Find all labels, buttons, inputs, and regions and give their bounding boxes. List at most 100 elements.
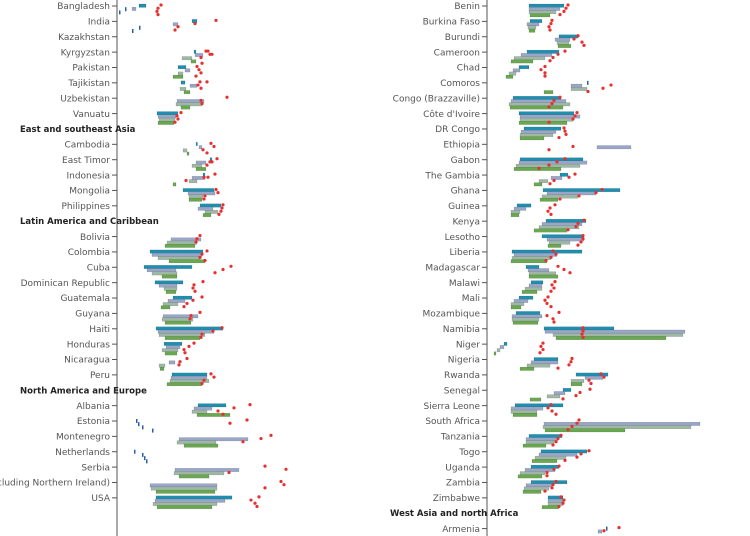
data-dot bbox=[581, 237, 585, 241]
country-label: Philippines bbox=[62, 202, 111, 212]
data-dot bbox=[545, 470, 549, 475]
bar-series-3 bbox=[547, 502, 564, 506]
bar-series-3 bbox=[204, 210, 219, 214]
bar-series-1 bbox=[542, 188, 621, 193]
data-dot bbox=[263, 486, 267, 490]
data-dot bbox=[573, 114, 577, 118]
data-dot bbox=[563, 458, 567, 462]
data-dot bbox=[550, 409, 554, 413]
data-dot bbox=[558, 13, 562, 17]
data-dot bbox=[199, 335, 203, 339]
data-dot bbox=[601, 86, 605, 90]
data-dot bbox=[571, 144, 575, 149]
bar-series-4 bbox=[510, 259, 548, 264]
bar-series-4 bbox=[510, 305, 522, 310]
bar-series-2 bbox=[167, 299, 186, 303]
region-header: West Asia and north Africa bbox=[390, 509, 519, 519]
bar-series-4 bbox=[165, 290, 177, 294]
data-dot bbox=[566, 3, 570, 7]
marker-tick bbox=[136, 418, 138, 423]
bar-series-2 bbox=[165, 345, 181, 349]
bar-series-2 bbox=[544, 329, 686, 334]
data-dot bbox=[199, 71, 203, 75]
data-dot bbox=[558, 95, 562, 99]
bar-series-3 bbox=[508, 71, 517, 76]
bar-series-1 bbox=[558, 34, 579, 39]
data-dot bbox=[183, 351, 187, 355]
bar-series-2 bbox=[530, 360, 559, 365]
bar-series-2 bbox=[154, 498, 226, 503]
bar-series-2 bbox=[546, 191, 597, 196]
bar-series-2 bbox=[519, 114, 581, 119]
data-dot bbox=[549, 305, 553, 309]
data-dot bbox=[203, 194, 207, 198]
bar-series-4 bbox=[168, 259, 206, 264]
data-dot bbox=[543, 71, 547, 75]
bar-series-1 bbox=[182, 188, 215, 193]
bar-series-2 bbox=[525, 483, 553, 488]
country-label: East Timor bbox=[62, 156, 110, 166]
bar-series-4 bbox=[539, 197, 559, 202]
country-label: Côte d'Ivoire bbox=[423, 109, 480, 120]
data-dot bbox=[566, 427, 570, 432]
data-dot bbox=[549, 289, 553, 293]
data-dot bbox=[578, 390, 582, 395]
data-dot bbox=[191, 298, 195, 302]
bar-series-4 bbox=[529, 13, 551, 18]
bar-series-1 bbox=[533, 357, 559, 362]
country-label: Dominican Republic bbox=[21, 279, 110, 289]
country-label: Peru bbox=[90, 371, 110, 381]
marker-tick bbox=[132, 28, 134, 33]
bar-series-2 bbox=[525, 437, 559, 442]
data-dot bbox=[205, 80, 209, 84]
data-dot bbox=[582, 218, 586, 222]
data-dot bbox=[545, 301, 549, 306]
bar-series-4 bbox=[155, 489, 216, 494]
bar-series-2 bbox=[178, 437, 249, 442]
data-dot bbox=[545, 314, 549, 318]
data-dot bbox=[563, 129, 567, 133]
bar-series-1 bbox=[154, 280, 184, 285]
bar-series-2 bbox=[162, 314, 199, 319]
country-label: Mozambique bbox=[423, 310, 481, 320]
marker-tick bbox=[139, 25, 141, 30]
bar-series-1 bbox=[562, 388, 572, 392]
data-dot bbox=[572, 37, 576, 41]
data-dot bbox=[576, 243, 580, 247]
bar-series-4 bbox=[172, 182, 177, 187]
data-dot bbox=[594, 191, 598, 195]
bar-series-4 bbox=[166, 382, 203, 387]
data-dot bbox=[195, 64, 199, 69]
data-dot bbox=[556, 52, 560, 56]
bar-series-1 bbox=[171, 372, 208, 377]
bar-series-3 bbox=[191, 163, 203, 168]
data-dot bbox=[547, 105, 551, 109]
country-label: Cameroon bbox=[434, 48, 480, 58]
bar-series-4 bbox=[509, 105, 564, 110]
bar-series-2 bbox=[528, 6, 561, 11]
data-dot bbox=[549, 21, 553, 26]
data-dot bbox=[539, 68, 543, 72]
data-dot bbox=[263, 464, 267, 468]
country-label: Bolivia bbox=[80, 233, 110, 243]
data-dot bbox=[549, 255, 553, 259]
data-dot bbox=[581, 335, 585, 339]
country-label: Sierra Leone bbox=[423, 402, 480, 412]
data-dot bbox=[599, 372, 603, 376]
data-dot bbox=[214, 187, 218, 192]
bar-series-1 bbox=[155, 495, 233, 500]
data-dot bbox=[556, 436, 560, 441]
bar-series-4 bbox=[180, 105, 191, 110]
bar-series-3 bbox=[150, 486, 218, 491]
data-dot bbox=[259, 436, 263, 441]
bar-series-1 bbox=[516, 203, 532, 208]
country-label: Guyana bbox=[75, 310, 110, 320]
data-dot bbox=[206, 49, 210, 53]
data-dot bbox=[155, 9, 159, 13]
bar-series-3 bbox=[511, 317, 540, 322]
data-dot bbox=[220, 206, 224, 210]
bar-series-1 bbox=[529, 19, 543, 23]
bar-series-3 bbox=[182, 148, 188, 153]
data-dot bbox=[200, 295, 204, 299]
bar-series-4 bbox=[519, 366, 535, 371]
